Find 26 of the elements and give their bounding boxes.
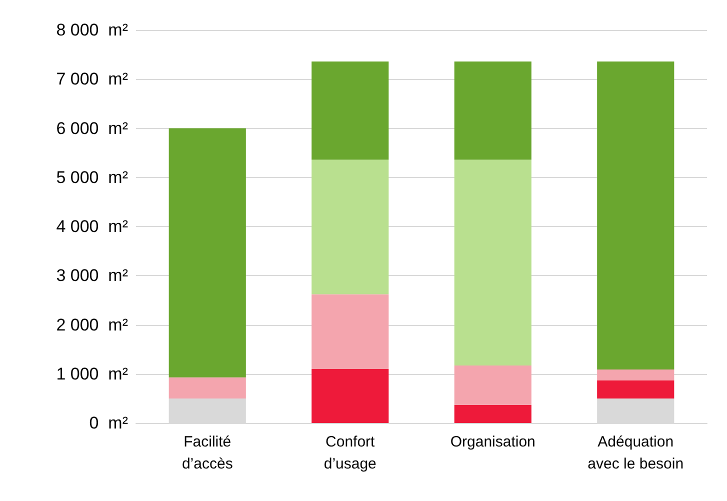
- bar: [312, 61, 389, 160]
- bar: [312, 294, 389, 369]
- bar: [454, 160, 532, 366]
- bar: [597, 380, 674, 398]
- bar: [454, 366, 532, 405]
- bar: [312, 368, 389, 423]
- bar: [454, 404, 532, 423]
- x-tick-label: Facilité d’accès: [182, 434, 233, 472]
- x-tick-label: Confort d’usage: [324, 434, 376, 472]
- y-tick-label: 3 000 m²: [56, 266, 128, 286]
- y-tick-label: 5 000 m²: [56, 168, 128, 187]
- y-tick-label: 7 000 m²: [56, 70, 128, 89]
- y-tick-label: 1 000 m²: [56, 364, 128, 384]
- y-tick-label: 2 000 m²: [56, 315, 128, 334]
- y-tick-label: 4 000 m²: [56, 217, 128, 236]
- bar: [454, 61, 532, 160]
- bar: [597, 61, 674, 370]
- bar: [168, 377, 246, 398]
- x-tick-label: Organisation: [450, 434, 536, 450]
- y-tick-label: 8 000 m²: [56, 20, 128, 40]
- bar: [312, 160, 389, 294]
- x-tick-label: Adéquation avec le besoin: [588, 434, 684, 472]
- y-tick-label: 6 000 m²: [56, 118, 128, 138]
- bar: [597, 369, 674, 380]
- bar: [168, 128, 246, 378]
- y-tick-label: 0 m²: [89, 414, 128, 432]
